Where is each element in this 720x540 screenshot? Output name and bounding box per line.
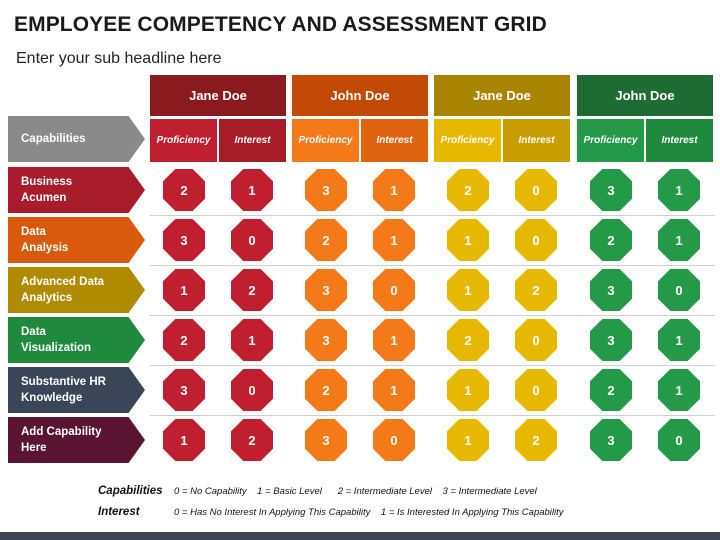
score-octagon-interest: 1	[373, 369, 415, 411]
score-octagon-proficiency: 3	[305, 269, 347, 311]
capability-label-line1: Substantive HR	[21, 376, 106, 388]
score-octagon-proficiency: 3	[590, 319, 632, 361]
person-header-0: Jane Doe	[150, 75, 286, 116]
score-octagon-proficiency: 1	[163, 419, 205, 461]
capability-label-line2: Acumen	[21, 192, 67, 204]
score-octagon-interest: 0	[515, 319, 557, 361]
capability-label-line1: Advanced Data	[21, 276, 105, 288]
capability-label-line2: Visualization	[21, 342, 92, 354]
row-divider	[150, 415, 715, 416]
bottom-bar	[0, 532, 720, 540]
score-octagon-proficiency: 2	[447, 319, 489, 361]
score-octagon-interest: 1	[658, 219, 700, 261]
capability-label-text: Substantive HR Knowledge	[21, 374, 106, 406]
capability-row-label: Advanced Data Analytics	[8, 267, 145, 313]
row-divider	[150, 365, 715, 366]
capabilities-header: Capabilities	[8, 116, 145, 162]
row-divider	[150, 265, 715, 266]
subheader-proficiency-3: Proficiency	[577, 119, 644, 162]
score-octagon-proficiency: 2	[163, 169, 205, 211]
score-octagon-interest: 1	[658, 319, 700, 361]
row-divider	[150, 215, 715, 216]
score-octagon-proficiency: 3	[305, 419, 347, 461]
score-octagon-interest: 2	[231, 269, 273, 311]
capability-row-label: Add Capability Here	[8, 417, 145, 463]
score-octagon-proficiency: 3	[590, 169, 632, 211]
legend-interest-label: Interest	[98, 506, 140, 518]
page-title: EMPLOYEE COMPETENCY AND ASSESSMENT GRID	[14, 13, 547, 36]
score-octagon-proficiency: 1	[447, 219, 489, 261]
subheader-proficiency-0: Proficiency	[150, 119, 217, 162]
score-octagon-interest: 0	[231, 219, 273, 261]
capability-label-text: Data Visualization	[21, 324, 91, 356]
capability-label-line2: Here	[21, 442, 47, 454]
capability-label-line2: Analysis	[21, 242, 69, 254]
subheader-interest-1: Interest	[361, 119, 428, 162]
score-octagon-proficiency: 1	[447, 419, 489, 461]
person-header-2: Jane Doe	[434, 75, 570, 116]
row-divider	[150, 315, 715, 316]
score-octagon-proficiency: 3	[163, 219, 205, 261]
capability-label-text: Business Acumen	[21, 174, 72, 206]
legend-interest: Interest 0 = Has No Interest In Applying…	[98, 506, 564, 518]
subheader-proficiency-2: Proficiency	[434, 119, 501, 162]
score-octagon-proficiency: 2	[590, 219, 632, 261]
capability-label-text: Data Analysis	[21, 224, 68, 256]
subheader-interest-3: Interest	[646, 119, 713, 162]
score-octagon-proficiency: 3	[305, 319, 347, 361]
capability-label-text: Add Capability Here	[21, 424, 102, 456]
score-octagon-interest: 0	[515, 219, 557, 261]
score-octagon-interest: 0	[373, 419, 415, 461]
score-octagon-proficiency: 2	[305, 219, 347, 261]
score-octagon-interest: 2	[515, 269, 557, 311]
score-octagon-interest: 2	[231, 419, 273, 461]
score-octagon-proficiency: 3	[590, 269, 632, 311]
score-octagon-proficiency: 3	[305, 169, 347, 211]
capability-row-label: Data Visualization	[8, 317, 145, 363]
legend-interest-text: 0 = Has No Interest In Applying This Cap…	[174, 507, 564, 518]
capability-label-line1: Business	[21, 176, 73, 188]
subheader-interest-0: Interest	[219, 119, 286, 162]
capability-row-label: Substantive HR Knowledge	[8, 367, 145, 413]
score-octagon-interest: 2	[515, 419, 557, 461]
legend-capabilities: Capabilities 0 = No Capability 1 = Basic…	[98, 485, 537, 497]
score-octagon-interest: 1	[231, 319, 273, 361]
score-octagon-interest: 0	[515, 169, 557, 211]
score-octagon-interest: 1	[231, 169, 273, 211]
score-octagon-interest: 0	[515, 369, 557, 411]
subheader-proficiency-1: Proficiency	[292, 119, 359, 162]
score-octagon-proficiency: 2	[305, 369, 347, 411]
capability-row-label: Data Analysis	[8, 217, 145, 263]
capability-label-line1: Data	[21, 326, 46, 338]
capability-label-line1: Data	[21, 226, 46, 238]
legend-capabilities-text: 0 = No Capability 1 = Basic Level 2 = In…	[174, 486, 537, 497]
score-octagon-interest: 0	[373, 269, 415, 311]
person-header-1: John Doe	[292, 75, 428, 116]
score-octagon-proficiency: 1	[447, 269, 489, 311]
capability-label-line2: Knowledge	[21, 392, 83, 404]
score-octagon-proficiency: 1	[447, 369, 489, 411]
capability-label-line1: Add Capability	[21, 426, 102, 438]
score-octagon-interest: 0	[658, 419, 700, 461]
capability-label-line2: Analytics	[21, 292, 73, 304]
score-octagon-interest: 1	[373, 169, 415, 211]
subheader-interest-2: Interest	[503, 119, 570, 162]
score-octagon-proficiency: 1	[163, 269, 205, 311]
score-octagon-proficiency: 2	[590, 369, 632, 411]
score-octagon-interest: 1	[373, 319, 415, 361]
score-octagon-interest: 0	[658, 269, 700, 311]
score-octagon-proficiency: 3	[590, 419, 632, 461]
score-octagon-proficiency: 2	[447, 169, 489, 211]
score-octagon-interest: 1	[373, 219, 415, 261]
person-header-3: John Doe	[577, 75, 713, 116]
score-octagon-interest: 1	[658, 369, 700, 411]
page-subtitle: Enter your sub headline here	[16, 50, 222, 67]
score-octagon-interest: 0	[231, 369, 273, 411]
score-octagon-proficiency: 2	[163, 319, 205, 361]
legend-capabilities-label: Capabilities	[98, 485, 163, 497]
score-octagon-proficiency: 3	[163, 369, 205, 411]
score-octagon-interest: 1	[658, 169, 700, 211]
capability-label-text: Advanced Data Analytics	[21, 274, 104, 306]
capability-row-label: Business Acumen	[8, 167, 145, 213]
